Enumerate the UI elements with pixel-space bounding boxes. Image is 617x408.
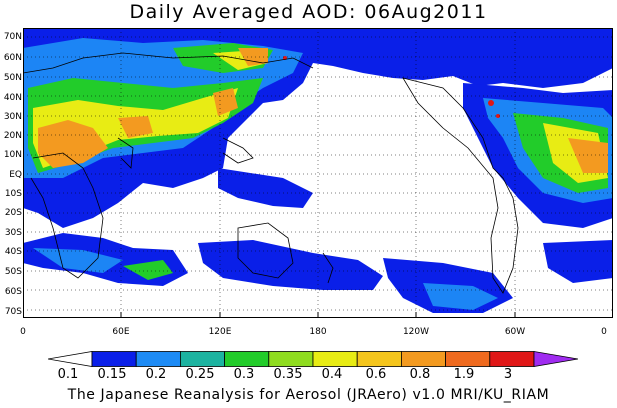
colorbar-label-0.1: 0.1 <box>57 367 79 382</box>
lon-label-60w: 60W <box>504 327 526 337</box>
lat-label-40n: 40N <box>3 93 22 103</box>
lat-label-60n: 60N <box>3 53 22 63</box>
lat-label-70n: 70N <box>3 32 22 42</box>
aod-map <box>23 28 613 318</box>
lat-label-30s: 30S <box>4 228 22 238</box>
lat-label-10s: 10S <box>4 189 22 199</box>
lon-label-120w: 120W <box>402 327 430 337</box>
colorbar-cell <box>533 351 578 367</box>
colorbar <box>48 351 578 367</box>
lon-label-0-right: 0 <box>601 327 607 337</box>
lat-label-50n: 50N <box>3 73 22 83</box>
coastlines <box>23 52 519 294</box>
lon-label-60e: 60E <box>112 327 130 337</box>
graticule <box>23 28 613 318</box>
colorbar-cell <box>445 351 491 367</box>
colorbar-cell <box>268 351 314 367</box>
colorbar-cell <box>135 351 181 367</box>
colorbar-cell <box>356 351 402 367</box>
credit-line: The Japanese Reanalysis for Aerosol (JRA… <box>67 387 550 403</box>
axis-ticks <box>120 312 516 318</box>
lon-label-120e: 120E <box>208 327 232 337</box>
lat-label-40s: 40S <box>4 247 22 257</box>
colorbar-cell <box>489 351 535 367</box>
colorbar-cell <box>312 351 358 367</box>
colorbar-label-0.3: 0.3 <box>233 367 255 382</box>
lat-label-30n: 30N <box>3 112 22 122</box>
colorbar-cell <box>224 351 270 367</box>
colorbar-label-0.8: 0.8 <box>409 367 431 382</box>
lat-label-20n: 20N <box>3 131 22 141</box>
lat-label-eq: EQ <box>9 170 22 180</box>
lon-label-180: 180 <box>309 327 327 337</box>
map-title: Daily Averaged AOD: 06Aug2011 <box>129 1 488 23</box>
lat-label-60s: 60S <box>4 287 22 297</box>
lat-label-20s: 20S <box>4 208 22 218</box>
colorbar-cell <box>91 351 137 367</box>
colorbar-label-0.15: 0.15 <box>97 367 127 382</box>
lat-label-10n: 10N <box>3 150 22 160</box>
colorbar-label-0.2: 0.2 <box>145 367 167 382</box>
lon-label-0-left: 0 <box>20 327 26 337</box>
colorbar-label-0.6: 0.6 <box>365 367 387 382</box>
lat-label-50s: 50S <box>4 267 22 277</box>
colorbar-label-1.9: 1.9 <box>453 367 475 382</box>
lat-label-70s: 70S <box>4 307 22 317</box>
colorbar-label-0.4: 0.4 <box>321 367 343 382</box>
colorbar-cell <box>48 351 93 367</box>
colorbar-cell <box>400 351 446 367</box>
colorbar-cell <box>179 351 225 367</box>
colorbar-label-0.25: 0.25 <box>185 367 215 382</box>
colorbar-label-3: 3 <box>503 367 513 382</box>
colorbar-label-0.35: 0.35 <box>273 367 303 382</box>
aod-field-orange <box>38 48 608 173</box>
